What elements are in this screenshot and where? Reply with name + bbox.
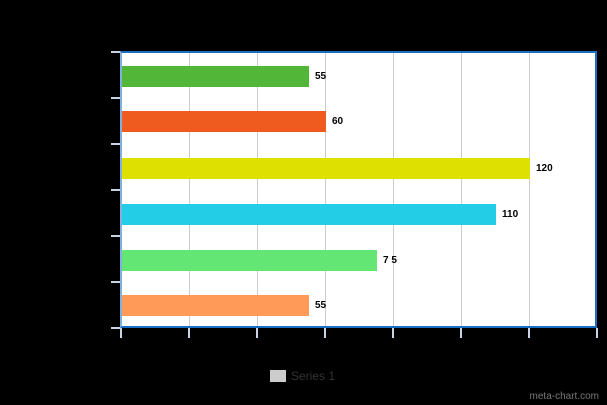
bar — [122, 295, 309, 316]
data-label: 120 — [536, 163, 553, 174]
x-axis-tick — [188, 328, 190, 338]
x-axis-tick — [460, 328, 462, 338]
data-label: 7 5 — [383, 255, 397, 266]
gridline — [257, 53, 258, 326]
bar — [122, 250, 377, 271]
bar — [122, 204, 496, 225]
data-label: 55 — [315, 300, 327, 311]
y-axis-tick — [111, 97, 120, 99]
x-axis-tick — [528, 328, 530, 338]
gridline — [393, 53, 394, 326]
gridline — [461, 53, 462, 326]
legend-label: Series 1 — [291, 369, 336, 383]
gridline — [189, 53, 190, 326]
y-axis-tick — [111, 51, 120, 53]
x-axis-tick — [392, 328, 394, 338]
bar — [122, 66, 309, 87]
data-label: 60 — [332, 116, 344, 127]
x-axis-tick — [120, 328, 122, 338]
legend: Series 1 — [270, 369, 335, 383]
y-axis-tick — [111, 235, 120, 237]
y-axis-tick — [111, 189, 120, 191]
gridline — [325, 53, 326, 326]
legend-swatch — [270, 370, 286, 382]
y-axis-tick — [111, 281, 120, 283]
data-label: 110 — [502, 209, 519, 220]
bar — [122, 158, 530, 179]
watermark: meta-chart.com — [529, 391, 599, 402]
data-label: 55 — [315, 71, 327, 82]
plot-area: 55 60 120 110 7 5 55 — [120, 51, 597, 328]
bar — [122, 111, 326, 132]
gridline — [529, 53, 530, 326]
x-axis-tick — [324, 328, 326, 338]
x-axis-tick — [256, 328, 258, 338]
y-axis-tick — [111, 143, 120, 145]
y-axis-tick — [111, 327, 120, 329]
x-axis-tick — [596, 328, 598, 338]
